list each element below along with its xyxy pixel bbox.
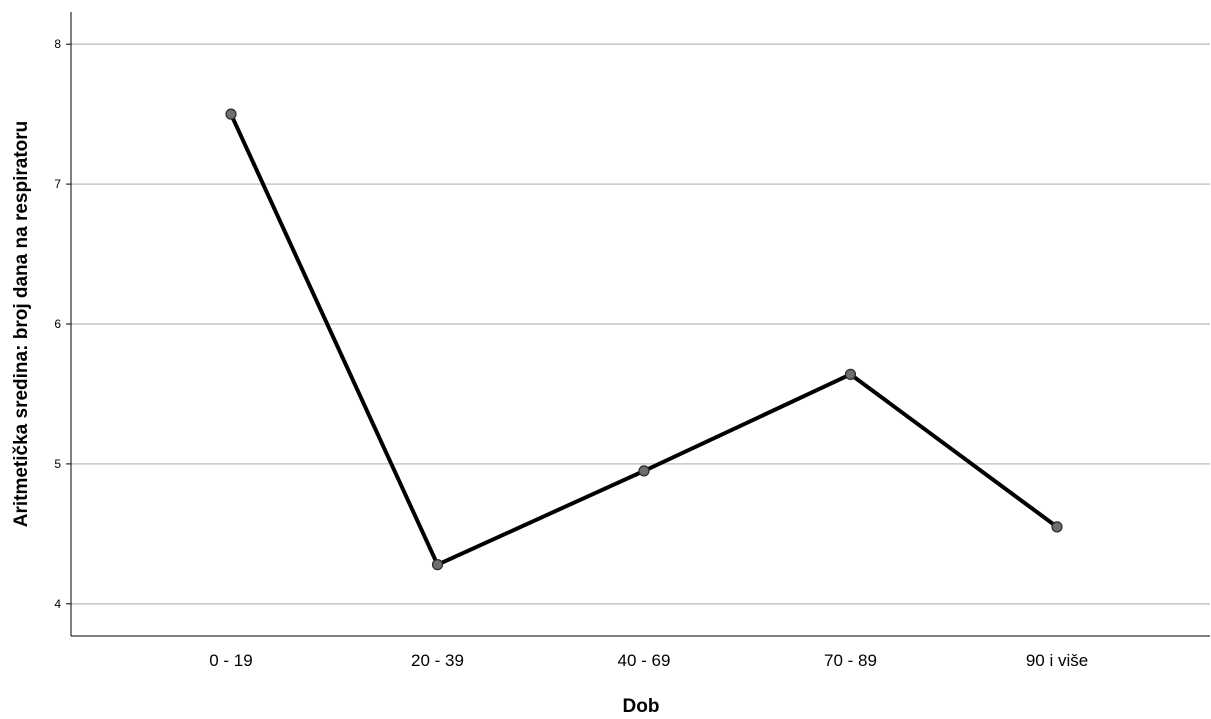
data-points	[225, 108, 1063, 571]
x-tick-label: 20 - 39	[411, 651, 464, 670]
y-axis-title: Aritmetička sredina: broj dana na respir…	[11, 121, 32, 528]
y-tick-label: 6	[54, 317, 61, 331]
data-point	[1051, 521, 1063, 533]
data-point	[225, 108, 237, 120]
gridlines	[71, 43, 1210, 605]
y-tick-label: 4	[54, 597, 61, 611]
x-tick-label: 90 i više	[1026, 651, 1088, 670]
x-tick-label: 0 - 19	[209, 651, 252, 670]
x-tick-label: 40 - 69	[618, 651, 671, 670]
data-point	[431, 559, 444, 571]
series-line	[229, 112, 1059, 567]
y-tick-labels: 4 5 6 7 8	[54, 37, 71, 611]
x-tick-labels: 0 - 19 20 - 39 40 - 69 70 - 89 90 i više	[209, 651, 1088, 670]
x-tick-label: 70 - 89	[824, 651, 877, 670]
x-axis-title: Dob	[623, 696, 660, 717]
series	[229, 112, 1059, 567]
data-point	[844, 368, 857, 380]
y-tick-label: 8	[54, 37, 61, 51]
y-tick-label: 5	[54, 457, 61, 471]
y-tick-label: 7	[54, 177, 61, 191]
data-point	[638, 465, 650, 477]
